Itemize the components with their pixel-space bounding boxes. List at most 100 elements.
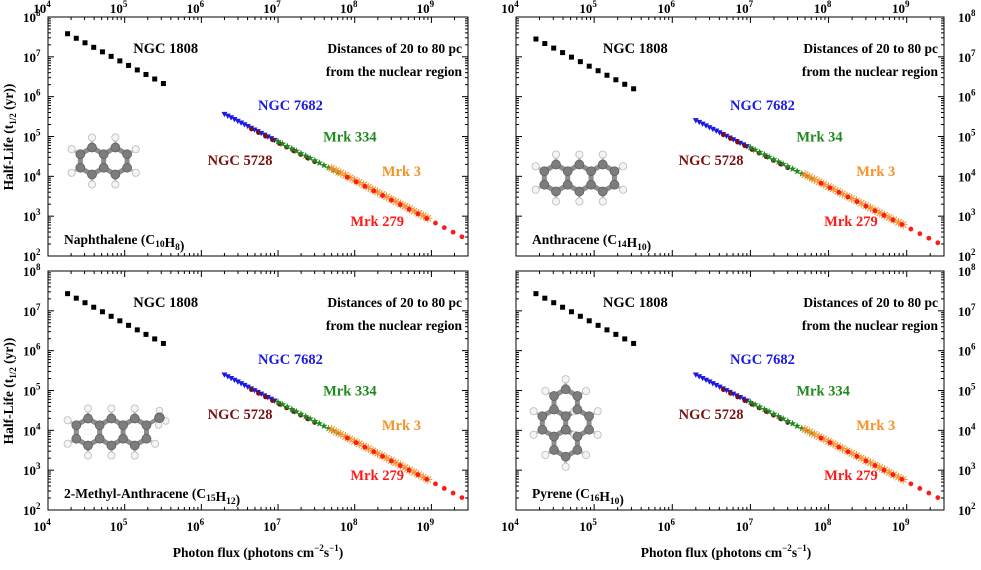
data-point [836,444,842,450]
data-point [798,169,806,177]
data-point [735,394,741,400]
distance-note-line1: Distances of 20 to 80 pc [327,295,462,310]
data-point [720,387,726,393]
y-tick-label-right: 103 [958,461,976,478]
data-point [908,226,914,232]
data-point [890,472,896,478]
data-point [742,143,748,149]
data-point [595,68,601,74]
data-point [760,405,769,413]
data-point [926,235,932,241]
data-point [706,125,713,131]
data-point [765,407,773,415]
data-point [881,467,887,473]
marker-stroke [419,473,427,481]
data-point [631,86,637,92]
data-point [270,398,275,403]
series-label: NGC 1808 [133,41,198,57]
data-point [241,382,248,389]
hydrogen-atom [619,185,628,194]
y-tick-label: 104 [23,167,41,184]
hydrogen-atom [107,404,116,413]
data-point [336,168,346,178]
hydrogen-atom [131,145,140,154]
data-point [751,146,759,153]
chart-panel-naphthalene: 104 105 106 107 108 109 102 103 104 105 106 107 108 N… [23,0,469,264]
hydrogen-atom [111,180,120,189]
distance-note-line1: Distances of 20 to 80 pc [327,41,462,56]
hydrogen-atom [531,185,540,194]
distance-note-line2: from the nuclear region [326,318,463,333]
data-point [709,126,716,133]
series-label: Mrk 279 [350,468,404,484]
carbon-atom [110,169,121,180]
marker-stroke [410,468,418,476]
marker-stroke [894,473,903,481]
data-point [279,140,287,147]
series-ngc-1808 [65,291,166,346]
hydrogen-atom [541,386,550,395]
hydrogen-atom [575,197,584,206]
data-point [805,427,815,437]
data-point [353,440,359,446]
data-point [320,422,328,430]
carbon-atom [129,440,140,451]
data-point [716,130,723,136]
data-point [863,203,869,209]
hydrogen-atom [593,430,602,439]
data-point [935,495,941,500]
marker-stroke [866,459,874,467]
hydrogen-atom [582,450,591,459]
series-label: NGC 7682 [730,98,795,114]
data-point [756,403,764,410]
carbon-atom [562,179,573,190]
data-point [713,382,720,389]
y-tick-label-right: 104 [958,167,976,184]
y-tick-label: 104 [23,421,41,438]
carbon-atom [118,433,128,444]
data-point [716,384,723,390]
data-point [160,340,166,346]
y-tick-label: 106 [23,342,41,359]
carbon-atom [71,420,82,431]
carbon-atom [551,159,561,170]
marker-stroke [332,428,340,436]
marker-stroke [820,435,828,443]
data-point [234,379,241,385]
data-point [279,400,287,408]
y-axis-title: Half-Life (t1/2 (yr)) [1,338,18,445]
marker-stroke [355,178,363,187]
data-point [809,174,819,184]
marker-stroke [885,214,893,222]
hydrogen-atom [63,439,72,448]
marker-stroke [801,171,809,179]
molecule-structure-image [529,375,602,471]
y-tick-label-right: 102 [958,501,976,518]
data-point [134,327,140,333]
carbon-atom [549,404,559,415]
data-point [433,220,438,226]
marker-stroke [801,425,809,434]
hydrogen-atom [598,197,607,206]
data-point [160,81,166,87]
data-point [533,291,539,297]
carbon-atom [572,404,583,415]
series-label: NGC 5728 [208,153,273,169]
hydrogen-atom [552,197,561,206]
marker-stroke [885,468,893,476]
marker-stroke [383,454,391,462]
data-point [231,377,238,384]
marker-stroke [328,425,336,434]
data-point [756,148,764,156]
marker-stroke [337,430,345,438]
data-point [327,424,337,434]
data-point [746,398,755,406]
data-point [703,123,710,129]
data-point [751,400,759,408]
carbon-atom [98,149,109,160]
y-tick-label: 103 [23,207,41,224]
y-tick-label: 107 [23,302,41,319]
x-axis-title: Photon flux (photons cm−2s−1) [641,543,811,560]
data-point [99,49,105,55]
series-label: Mrk 334 [323,383,377,399]
